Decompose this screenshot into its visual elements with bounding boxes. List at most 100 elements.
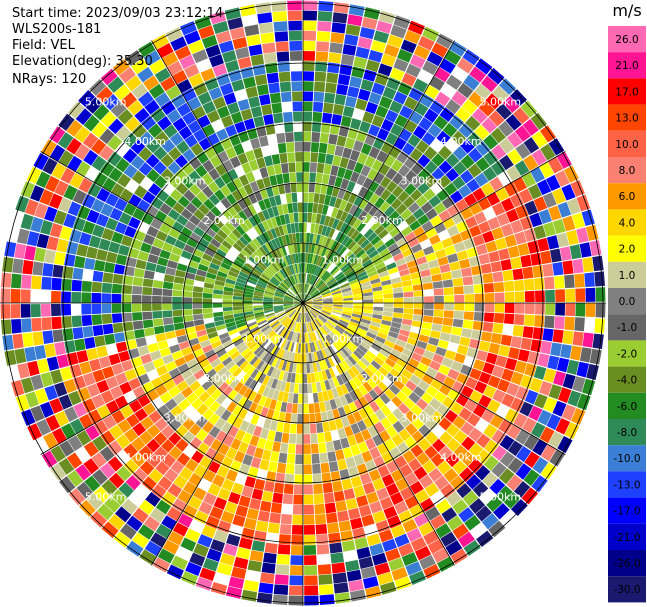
velocity-cell — [431, 167, 445, 181]
velocity-cell — [319, 269, 327, 279]
velocity-cell — [190, 196, 203, 209]
velocity-cell — [399, 329, 410, 337]
velocity-cell — [254, 313, 265, 319]
velocity-cell — [404, 410, 417, 423]
velocity-cell — [241, 527, 255, 540]
velocity-cell — [494, 303, 505, 313]
velocity-cell — [224, 221, 236, 232]
velocity-cell — [496, 485, 513, 502]
velocity-cell — [66, 138, 82, 155]
velocity-cell — [410, 243, 423, 254]
velocity-cell — [458, 123, 474, 139]
velocity-cell — [281, 268, 288, 278]
velocity-cell — [393, 15, 411, 30]
velocity-cell — [313, 319, 320, 329]
velocity-cell — [217, 150, 230, 164]
velocity-cell — [265, 254, 274, 264]
velocity-cell — [318, 142, 328, 154]
velocity-cell — [224, 282, 235, 289]
velocity-cell — [333, 304, 343, 308]
velocity-cell — [504, 303, 515, 314]
velocity-cell — [491, 202, 506, 216]
velocity-cell — [295, 342, 299, 353]
velocity-cell — [31, 317, 42, 332]
velocity-cell — [562, 373, 576, 390]
velocity-cell — [360, 143, 372, 156]
velocity-cell — [303, 296, 311, 303]
velocity-cell — [200, 68, 216, 82]
velocity-cell — [275, 348, 283, 358]
velocity-cell — [262, 209, 271, 220]
velocity-cell — [280, 442, 289, 454]
velocity-cell — [366, 378, 378, 389]
velocity-cell — [40, 304, 51, 317]
velocity-cell — [102, 177, 117, 192]
velocity-cell — [303, 293, 306, 303]
velocity-cell — [293, 274, 298, 284]
velocity-cell — [101, 282, 113, 293]
velocity-cell — [308, 311, 315, 320]
velocity-cell — [387, 34, 404, 49]
velocity-cell — [309, 172, 317, 183]
velocity-cell — [501, 223, 514, 237]
velocity-cell — [331, 218, 340, 230]
velocity-cell — [419, 93, 434, 108]
velocity-cell — [235, 256, 246, 265]
colorbar-tick-label: -17.0 — [613, 506, 640, 518]
velocity-cell — [108, 353, 121, 366]
velocity-cell — [152, 310, 163, 319]
velocity-cell — [303, 295, 310, 303]
velocity-cell — [367, 363, 378, 374]
velocity-cell — [480, 75, 498, 93]
velocity-cell — [309, 310, 317, 318]
velocity-cell — [266, 72, 279, 84]
velocity-cell — [201, 215, 213, 227]
velocity-cell — [317, 371, 324, 382]
velocity-cell — [193, 386, 206, 398]
velocity-cell — [94, 419, 109, 435]
velocity-cell — [484, 303, 495, 313]
velocity-cell — [267, 343, 276, 354]
velocity-cell — [175, 182, 189, 195]
range-ring-label: 4.00km — [440, 451, 482, 464]
velocity-cell — [255, 235, 265, 246]
velocity-cell — [0, 288, 11, 303]
velocity-cell — [314, 182, 322, 194]
velocity-cell — [175, 424, 189, 438]
velocity-cell — [268, 82, 280, 94]
velocity-cell — [333, 242, 341, 253]
velocity-cell — [186, 238, 198, 248]
velocity-cell — [282, 203, 289, 215]
velocity-cell — [226, 193, 237, 205]
velocity-cell — [292, 233, 297, 244]
velocity-cell — [311, 308, 320, 315]
velocity-cell — [174, 154, 188, 168]
velocity-cell — [400, 39, 417, 54]
velocity-cell — [221, 478, 235, 492]
velocity-cell — [459, 258, 471, 269]
velocity-cell — [109, 207, 123, 221]
velocity-cell — [441, 507, 458, 523]
velocity-cell — [383, 303, 394, 308]
velocity-cell — [52, 427, 67, 445]
velocity-cell — [330, 265, 339, 275]
velocity-cell — [105, 400, 120, 414]
velocity-cell — [314, 318, 322, 328]
velocity-cell — [213, 452, 226, 465]
velocity-cell — [574, 317, 585, 332]
velocity-cell — [335, 209, 344, 220]
velocity-cell — [523, 154, 539, 171]
velocity-cell — [131, 437, 146, 452]
velocity-cell — [146, 424, 161, 438]
velocity-cell — [303, 343, 306, 353]
velocity-cell — [303, 0, 318, 11]
velocity-cell — [270, 320, 280, 329]
velocity-cell — [498, 419, 513, 434]
velocity-cell — [389, 384, 401, 396]
velocity-cell — [543, 222, 556, 237]
velocity-cell — [539, 161, 554, 179]
velocity-cell — [409, 570, 427, 585]
velocity-cell — [317, 339, 324, 350]
velocity-cell — [503, 313, 515, 325]
velocity-cell — [152, 357, 165, 369]
